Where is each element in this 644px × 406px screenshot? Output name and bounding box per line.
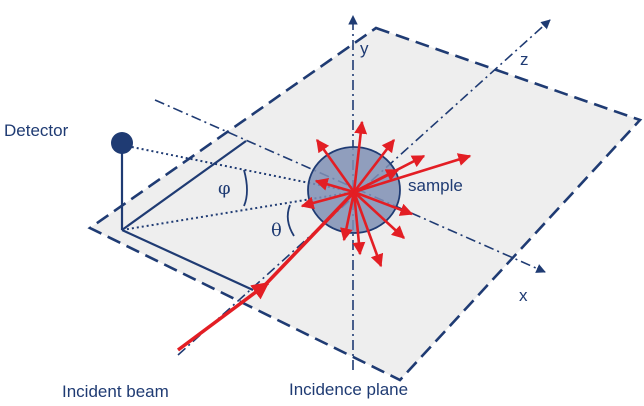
phi-label: φ xyxy=(218,178,231,199)
scattered-ray xyxy=(300,190,355,210)
scattered-ray xyxy=(352,191,366,256)
z-axis-label: z xyxy=(520,50,529,69)
incident-beam-label: Incident beam xyxy=(62,382,169,401)
scattered-ray xyxy=(352,191,384,268)
scattered-ray xyxy=(352,138,396,193)
detector-label: Detector xyxy=(4,121,69,140)
sample-label: sample xyxy=(408,176,463,195)
z-axis xyxy=(177,19,551,356)
axes xyxy=(154,15,551,370)
scattered-ray xyxy=(353,190,414,216)
incidence-plane-label: Incidence plane xyxy=(289,380,409,399)
detector-projection-line xyxy=(121,140,247,231)
scattered-ray xyxy=(352,120,368,193)
y-axis-label: y xyxy=(360,39,369,58)
scattered-ray xyxy=(315,138,356,193)
detector-base-line xyxy=(121,228,254,292)
detector-icon xyxy=(111,132,133,154)
theta-arc xyxy=(286,204,295,237)
scattered-rays xyxy=(300,120,472,268)
scattered-ray xyxy=(353,168,400,194)
theta-label: θ xyxy=(271,220,282,241)
scattered-ray xyxy=(314,178,355,194)
scattered-ray xyxy=(353,191,405,239)
phi-arc xyxy=(243,169,248,207)
scattered-ray xyxy=(340,191,356,242)
x-axis xyxy=(154,99,546,273)
incident-beam-line xyxy=(262,190,356,288)
scattered-ray xyxy=(353,153,472,194)
incident-beam-arrow xyxy=(176,281,270,352)
x-axis-label: x xyxy=(519,286,528,305)
